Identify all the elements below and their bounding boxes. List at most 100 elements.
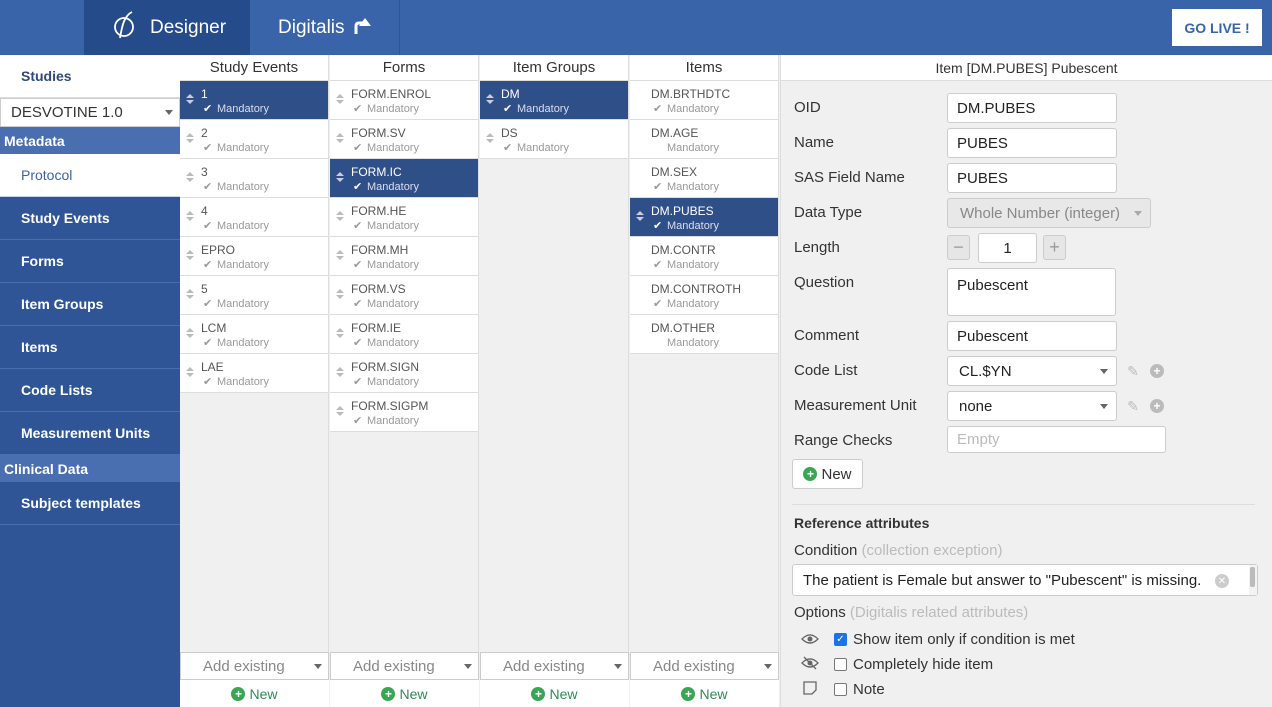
list-item[interactable]: 2 ✔ Mandatory bbox=[180, 120, 328, 159]
new-range-check-button[interactable]: + New bbox=[792, 459, 863, 489]
sidebar-item-protocol[interactable]: Protocol bbox=[0, 154, 180, 197]
hide-item-checkbox[interactable] bbox=[834, 658, 847, 671]
sort-handle-icon[interactable] bbox=[186, 133, 194, 145]
sidebar-item-code-lists[interactable]: Code Lists bbox=[0, 369, 180, 412]
code-list-select[interactable]: CL.$YN bbox=[947, 356, 1117, 386]
data-type-label: Data Type bbox=[794, 204, 863, 221]
list-item[interactable]: DM.CONTROTH ✔ Mandatory bbox=[630, 276, 778, 315]
list-item[interactable]: 4 ✔ Mandatory bbox=[180, 198, 328, 237]
sort-handle-icon[interactable] bbox=[186, 172, 194, 184]
increment-button[interactable]: + bbox=[1043, 235, 1066, 260]
list-item-name: LAE bbox=[201, 360, 224, 374]
sort-handle-icon[interactable] bbox=[336, 250, 344, 262]
sort-handle-icon[interactable] bbox=[336, 94, 344, 106]
list-item[interactable]: FORM.HE ✔ Mandatory bbox=[330, 198, 478, 237]
list-item[interactable]: FORM.ENROL ✔ Mandatory bbox=[330, 81, 478, 120]
sort-handle-icon[interactable] bbox=[486, 94, 494, 106]
sort-handle-icon[interactable] bbox=[186, 289, 194, 301]
sort-handle-icon[interactable] bbox=[186, 367, 194, 379]
sort-handle-icon[interactable] bbox=[336, 289, 344, 301]
question-field[interactable]: Pubescent bbox=[947, 268, 1116, 316]
go-live-button[interactable]: GO LIVE ! bbox=[1172, 9, 1262, 46]
list-item[interactable]: DM ✔ Mandatory bbox=[480, 81, 628, 120]
scrollbar[interactable] bbox=[1249, 565, 1257, 595]
study-select[interactable]: DESVOTINE 1.0 bbox=[0, 98, 180, 127]
list-item[interactable]: DM.SEX ✔ Mandatory bbox=[630, 159, 778, 198]
new-button[interactable]: + New bbox=[330, 680, 479, 707]
list-item[interactable]: FORM.SIGN ✔ Mandatory bbox=[330, 354, 478, 393]
sort-handle-icon[interactable] bbox=[486, 133, 494, 145]
list-item[interactable]: FORM.SIGPM ✔ Mandatory bbox=[330, 393, 478, 432]
sidebar-item-studies[interactable]: Studies bbox=[0, 55, 180, 98]
sas-field-name-field[interactable]: PUBES bbox=[947, 163, 1117, 193]
comment-field[interactable]: Pubescent bbox=[947, 321, 1117, 351]
check-icon: ✔ bbox=[353, 415, 363, 427]
list-item[interactable]: 1 ✔ Mandatory bbox=[180, 81, 328, 120]
plus-circle-icon: + bbox=[803, 467, 818, 481]
sort-handle-icon[interactable] bbox=[336, 328, 344, 340]
measurement-unit-select[interactable]: none bbox=[947, 391, 1117, 421]
list-item[interactable]: 3 ✔ Mandatory bbox=[180, 159, 328, 198]
sort-handle-icon[interactable] bbox=[186, 94, 194, 106]
sort-handle-icon[interactable] bbox=[336, 367, 344, 379]
add-existing-select[interactable]: Add existing bbox=[330, 652, 479, 680]
add-existing-select[interactable]: Add existing bbox=[630, 652, 779, 680]
list-item[interactable]: FORM.SV ✔ Mandatory bbox=[330, 120, 478, 159]
new-button-label: New bbox=[699, 685, 728, 702]
pencil-icon[interactable]: ✎ bbox=[1127, 397, 1139, 414]
add-circle-icon[interactable]: + bbox=[1150, 364, 1164, 378]
add-existing-label: Add existing bbox=[353, 657, 435, 675]
list-item[interactable]: EPRO ✔ Mandatory bbox=[180, 237, 328, 276]
list-item[interactable]: DM.PUBES ✔ Mandatory bbox=[630, 198, 778, 237]
add-existing-select[interactable]: Add existing bbox=[180, 652, 329, 680]
list-item[interactable]: 5 ✔ Mandatory bbox=[180, 276, 328, 315]
sidebar-item-measurement-units[interactable]: Measurement Units bbox=[0, 412, 180, 455]
sidebar-item-item-groups[interactable]: Item Groups bbox=[0, 283, 180, 326]
sort-handle-icon[interactable] bbox=[186, 328, 194, 340]
sort-handle-icon[interactable] bbox=[186, 250, 194, 262]
list-item[interactable]: DM.CONTR ✔ Mandatory bbox=[630, 237, 778, 276]
new-button[interactable]: + New bbox=[630, 680, 779, 707]
data-type-select[interactable]: Whole Number (integer) bbox=[947, 198, 1151, 228]
length-field[interactable]: 1 bbox=[978, 233, 1037, 263]
list-item[interactable]: DS ✔ Mandatory bbox=[480, 120, 628, 159]
note-checkbox[interactable] bbox=[834, 683, 847, 696]
list-item[interactable]: FORM.VS ✔ Mandatory bbox=[330, 276, 478, 315]
tab-designer[interactable]: Designer bbox=[84, 0, 250, 55]
option-completely-hide[interactable]: Completely hide item bbox=[800, 656, 993, 673]
sort-handle-icon[interactable] bbox=[336, 133, 344, 145]
tab-digitalis[interactable]: Digitalis bbox=[250, 0, 400, 55]
show-item-checkbox[interactable]: ✓ bbox=[834, 633, 847, 646]
name-field[interactable]: PUBES bbox=[947, 128, 1117, 158]
sort-handle-icon[interactable] bbox=[636, 211, 644, 223]
sidebar-item-forms[interactable]: Forms bbox=[0, 240, 180, 283]
sort-handle-icon[interactable] bbox=[336, 211, 344, 223]
add-existing-select[interactable]: Add existing bbox=[480, 652, 629, 680]
sidebar-item-study-events[interactable]: Study Events bbox=[0, 197, 180, 240]
sort-handle-icon[interactable] bbox=[336, 406, 344, 418]
list-item[interactable]: FORM.MH ✔ Mandatory bbox=[330, 237, 478, 276]
sort-handle-icon[interactable] bbox=[186, 211, 194, 223]
list-item[interactable]: LAE ✔ Mandatory bbox=[180, 354, 328, 393]
eye-slash-icon bbox=[800, 656, 820, 673]
pencil-icon[interactable]: ✎ bbox=[1127, 362, 1139, 379]
list-item[interactable]: FORM.IC ✔ Mandatory bbox=[330, 159, 478, 198]
list-item[interactable]: DM.BRTHDTC ✔ Mandatory bbox=[630, 81, 778, 120]
sidebar-item-subject-templates[interactable]: Subject templates bbox=[0, 482, 180, 525]
new-button[interactable]: + New bbox=[480, 680, 629, 707]
condition-field[interactable]: The patient is Female but answer to "Pub… bbox=[792, 564, 1258, 596]
new-button[interactable]: + New bbox=[180, 680, 329, 707]
sidebar-item-items[interactable]: Items bbox=[0, 326, 180, 369]
list-item[interactable]: DM.AGE Mandatory bbox=[630, 120, 778, 159]
list-item[interactable]: FORM.IE ✔ Mandatory bbox=[330, 315, 478, 354]
list-item[interactable]: DM.OTHER Mandatory bbox=[630, 315, 778, 354]
oid-field[interactable]: DM.PUBES bbox=[947, 93, 1117, 123]
option-show-if-condition[interactable]: ✓ Show item only if condition is met bbox=[800, 631, 1075, 648]
add-circle-icon[interactable]: + bbox=[1150, 399, 1164, 413]
option-note[interactable]: Note bbox=[800, 681, 885, 698]
clear-icon[interactable]: ✕ bbox=[1215, 574, 1229, 588]
decrement-button[interactable]: − bbox=[947, 235, 970, 260]
range-checks-field[interactable]: Empty bbox=[947, 426, 1166, 453]
list-item[interactable]: LCM ✔ Mandatory bbox=[180, 315, 328, 354]
sort-handle-icon[interactable] bbox=[336, 172, 344, 184]
